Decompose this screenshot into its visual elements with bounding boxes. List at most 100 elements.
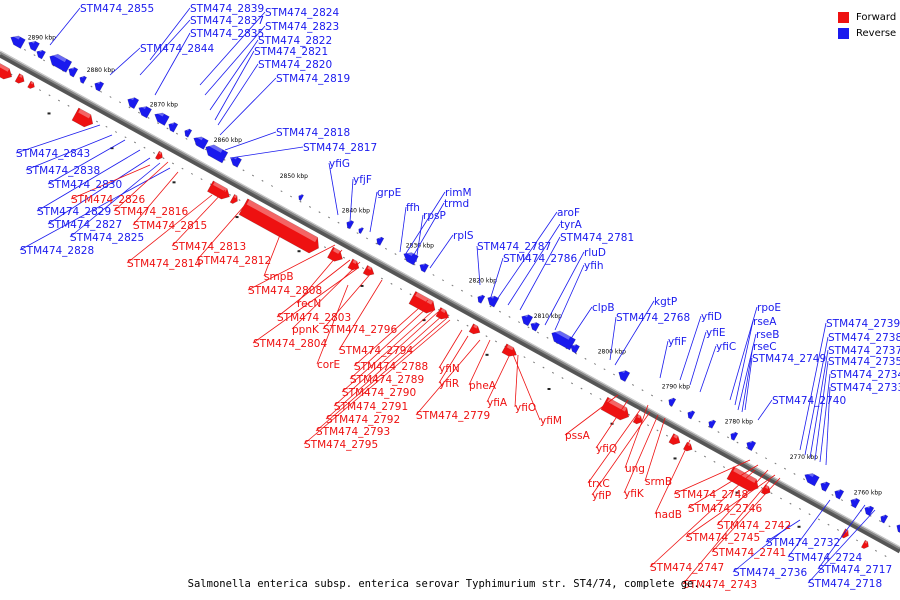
reverse-gene-label: STM474_2732 bbox=[766, 537, 840, 549]
tick-dash bbox=[679, 410, 682, 413]
gene-body bbox=[0, 61, 13, 80]
gene-body bbox=[154, 150, 163, 160]
leader-line bbox=[276, 259, 351, 318]
reverse-gene bbox=[834, 488, 845, 500]
forward-gene-label: STM474_2813 bbox=[172, 241, 246, 253]
gene-shape bbox=[79, 75, 88, 84]
tick-dash bbox=[114, 131, 118, 133]
reverse-gene-label: yfiF bbox=[668, 336, 687, 348]
tick-dash bbox=[627, 413, 631, 416]
gene-body bbox=[864, 504, 875, 517]
gene-body bbox=[168, 121, 179, 133]
tick-dash bbox=[156, 122, 160, 125]
forward-gene-label: yfiK bbox=[624, 488, 645, 500]
leader-line bbox=[49, 7, 81, 46]
gene-body bbox=[94, 80, 105, 92]
gene-body bbox=[530, 320, 540, 332]
genome-caption: Salmonella enterica subsp. enterica sero… bbox=[187, 578, 713, 590]
forward-gene bbox=[27, 80, 35, 89]
leader-line bbox=[711, 477, 781, 553]
reverse-gene-label: STM474_2855 bbox=[80, 3, 154, 15]
gene-body bbox=[28, 39, 40, 52]
reverse-gene bbox=[570, 343, 580, 354]
scale-mark bbox=[422, 319, 426, 322]
leader-line bbox=[219, 77, 277, 136]
gene-shine bbox=[440, 308, 446, 313]
gene-body bbox=[346, 219, 355, 230]
gene-body bbox=[668, 396, 677, 407]
gene-shine bbox=[30, 39, 36, 44]
tick-dash bbox=[33, 54, 36, 57]
forward-gene-label: STM474_2814 bbox=[127, 258, 201, 270]
tick-dash bbox=[603, 368, 606, 371]
leader-line bbox=[673, 459, 751, 495]
leader-line bbox=[204, 25, 266, 96]
reverse-gene bbox=[730, 431, 739, 441]
reverse-gene-label: clpB bbox=[592, 302, 615, 314]
gene-shape bbox=[27, 80, 35, 89]
tick-dash bbox=[181, 167, 184, 170]
tick-dash bbox=[517, 321, 521, 324]
tick-dash bbox=[403, 258, 407, 261]
tick-dash bbox=[147, 117, 150, 119]
tick-dash bbox=[878, 520, 882, 522]
tick-dash bbox=[884, 555, 887, 557]
gene-shine bbox=[38, 48, 43, 53]
gene-shine bbox=[96, 80, 101, 84]
gene-shape bbox=[184, 128, 193, 138]
tick-dash bbox=[365, 237, 369, 240]
forward-strand-genes bbox=[0, 61, 869, 549]
forward-gene-label: yfiO bbox=[515, 402, 536, 414]
gene-body bbox=[36, 48, 46, 60]
leader-line bbox=[685, 474, 776, 538]
leader-line bbox=[36, 149, 141, 212]
leader-line bbox=[659, 340, 669, 379]
reverse-gene-label: STM474_2736 bbox=[733, 567, 807, 579]
tick-dash bbox=[128, 106, 131, 109]
gene-shape bbox=[154, 112, 170, 126]
gene-shape bbox=[708, 419, 717, 429]
leader-line bbox=[614, 300, 655, 366]
tick-dash bbox=[261, 179, 264, 182]
reverse-gene bbox=[551, 328, 576, 351]
gene-body bbox=[570, 343, 580, 354]
leader-line bbox=[349, 178, 354, 223]
forward-gene-label: pssA bbox=[565, 430, 591, 442]
gene-body bbox=[760, 484, 771, 495]
gene-body bbox=[14, 73, 25, 84]
reverse-gene bbox=[346, 219, 355, 230]
forward-gene bbox=[632, 413, 643, 425]
gene-shape bbox=[530, 322, 540, 332]
gene-shape bbox=[880, 514, 889, 524]
tick-dash bbox=[631, 384, 635, 386]
gene-shine bbox=[81, 75, 85, 78]
reverse-gene-label: STM474_2827 bbox=[48, 219, 122, 231]
leader-line bbox=[689, 331, 707, 386]
leader-line bbox=[15, 124, 101, 154]
gene-shine bbox=[52, 52, 67, 63]
forward-gene-label: trxC bbox=[588, 478, 610, 490]
tick-dash bbox=[508, 315, 511, 318]
forward-gene-label: ung bbox=[625, 463, 645, 475]
leader-line bbox=[514, 354, 519, 408]
reverse-gene-label: rseC bbox=[753, 341, 777, 353]
gene-shine bbox=[572, 343, 577, 347]
reverse-gene bbox=[358, 226, 364, 235]
gene-shine bbox=[532, 320, 537, 325]
gene-shine bbox=[158, 151, 162, 155]
gene-shape bbox=[435, 307, 450, 320]
reverse-gene bbox=[804, 471, 820, 487]
leader-line bbox=[132, 171, 179, 226]
reverse-gene-label: STM474_2739 bbox=[826, 318, 900, 330]
forward-gene bbox=[154, 150, 163, 160]
gene-shape bbox=[618, 370, 631, 382]
forward-gene-label: STM474_2745 bbox=[686, 532, 760, 544]
gene-shine bbox=[196, 134, 204, 141]
reverse-gene-label: yfjF bbox=[353, 174, 372, 186]
leader-line bbox=[328, 162, 339, 216]
tick-dash bbox=[38, 89, 42, 92]
forward-gene-label: STM474_2795 bbox=[304, 439, 378, 451]
tick-label: 2820 kbp bbox=[469, 277, 497, 284]
gene-body bbox=[229, 193, 238, 204]
gene-shape bbox=[94, 81, 105, 92]
